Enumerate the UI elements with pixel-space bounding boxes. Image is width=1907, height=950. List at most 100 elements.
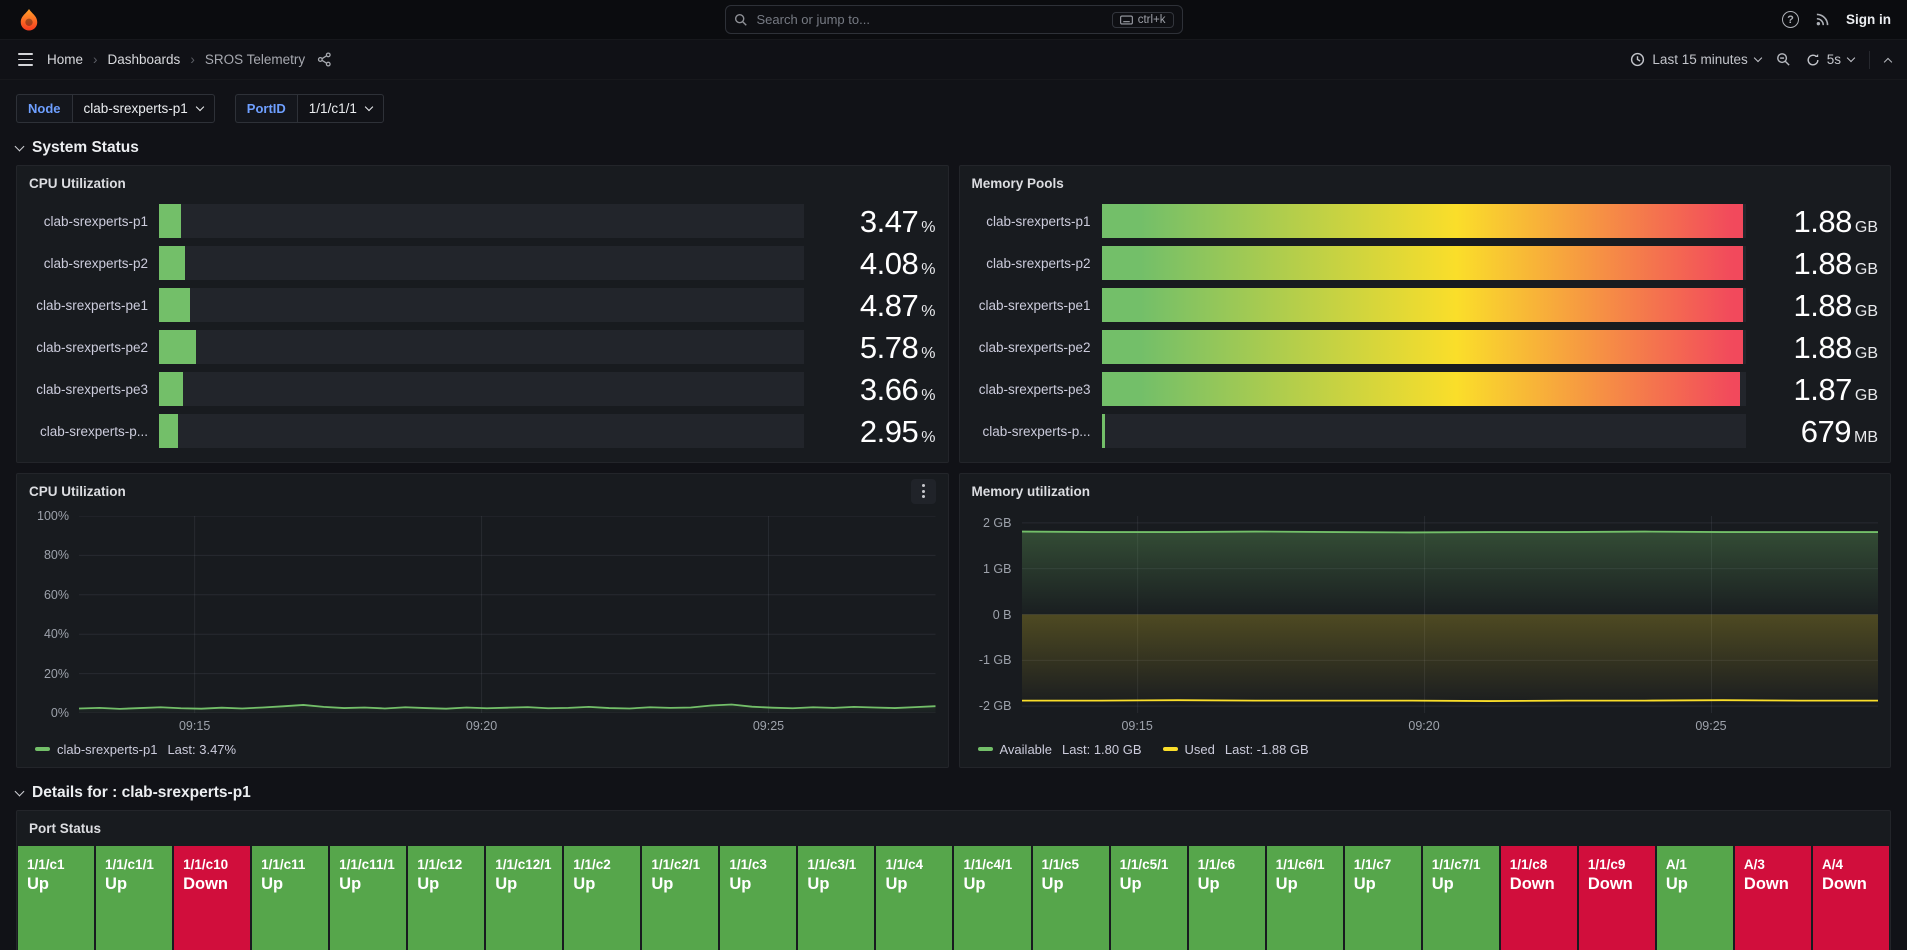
gauge-row: clab-srexperts-pe11.88GB	[972, 288, 1879, 322]
panel-title[interactable]: Memory Pools	[972, 176, 1064, 191]
variable-portid: PortID 1/1/c1/1	[235, 94, 384, 123]
chevron-down-icon	[365, 102, 373, 110]
section-details[interactable]: Details for : clab-srexperts-p1	[16, 784, 1891, 802]
news-rss-icon[interactable]	[1815, 12, 1830, 27]
port-tile: 1/1/c1Up	[18, 846, 94, 950]
gauge-row: clab-srexperts-p13.47%	[29, 204, 936, 238]
cpu-chart-y-axis: 100%80%60%40%20%0%	[29, 516, 79, 713]
panel-cpu-chart: CPU Utilization 100%80%60%40%20%0% 09:15…	[16, 473, 949, 768]
cpu-chart-legend: clab-srexperts-p1 Last: 3.47%	[29, 737, 936, 761]
gauge-row: clab-srexperts-pe33.66%	[29, 372, 936, 406]
legend-item[interactable]: Used Last: -1.88 GB	[1163, 742, 1309, 757]
help-icon[interactable]	[1782, 11, 1799, 28]
template-variables: Node clab-srexperts-p1 PortID 1/1/c1/1	[16, 94, 1891, 123]
variable-portid-label: PortID	[235, 94, 297, 123]
port-tile: 1/1/c7Up	[1345, 846, 1421, 950]
panel-title[interactable]: CPU Utilization	[29, 484, 126, 499]
legend-swatch	[35, 747, 50, 751]
port-tile: 1/1/c2Up	[564, 846, 640, 950]
port-tile: 1/1/c12Up	[408, 846, 484, 950]
panel-title[interactable]: CPU Utilization	[29, 176, 126, 191]
panel-port-status: Port Status 1/1/c1Up1/1/c1/1Up1/1/c10Dow…	[16, 810, 1891, 950]
port-tile: 1/1/c9Down	[1579, 846, 1655, 950]
chevron-down-icon	[15, 786, 25, 796]
cpu-chart-x-axis: 09:1509:2009:25	[79, 713, 936, 737]
variable-node: Node clab-srexperts-p1	[16, 94, 215, 123]
variable-portid-select[interactable]: 1/1/c1/1	[297, 94, 384, 123]
port-tile: 1/1/c11Up	[252, 846, 328, 950]
gauge-row: clab-srexperts-pe25.78%	[29, 330, 936, 364]
zoom-out-icon[interactable]	[1776, 52, 1791, 67]
port-tile: 1/1/c6/1Up	[1267, 846, 1343, 950]
breadcrumb-current: SROS Telemetry	[190, 52, 305, 67]
chevron-down-icon	[1753, 53, 1761, 61]
breadcrumb: Home Dashboards SROS Telemetry	[47, 52, 305, 67]
port-tile: A/3Down	[1735, 846, 1811, 950]
port-tile: A/1Up	[1657, 846, 1733, 950]
memory-chart-x-axis: 09:1509:2009:25	[1022, 713, 1879, 737]
gauge-row: clab-srexperts-p...2.95%	[29, 414, 936, 448]
breadcrumb-dashboards[interactable]: Dashboards	[93, 52, 180, 67]
port-tile: 1/1/c5/1Up	[1111, 846, 1187, 950]
variable-node-label: Node	[16, 94, 72, 123]
panel-cpu-gauge: CPU Utilization clab-srexperts-p13.47%cl…	[16, 165, 949, 463]
topbar-actions: Sign in	[1782, 11, 1891, 28]
port-tile: 1/1/c4Up	[876, 846, 952, 950]
gauge-row: clab-srexperts-pe21.88GB	[972, 330, 1879, 364]
panel-title[interactable]: Memory utilization	[972, 484, 1091, 499]
dashboard-content: Node clab-srexperts-p1 PortID 1/1/c1/1 S…	[0, 94, 1907, 950]
port-tile: 1/1/c7/1Up	[1423, 846, 1499, 950]
memory-gauge-rows: clab-srexperts-p11.88GB clab-srexperts-p2…	[960, 200, 1891, 462]
memory-chart-plot	[1022, 516, 1879, 713]
gauge-row: clab-srexperts-pe14.87%	[29, 288, 936, 322]
section-system-status[interactable]: System Status	[16, 139, 1891, 157]
port-tile: 1/1/c4/1Up	[954, 846, 1030, 950]
refresh-icon	[1806, 53, 1820, 67]
keyboard-icon	[1120, 15, 1133, 25]
grafana-app: ctrl+k Sign in Home Dashboards SROS Tele…	[0, 0, 1907, 950]
search-input[interactable]	[755, 11, 1105, 28]
gauge-row: clab-srexperts-p21.88GB	[972, 246, 1879, 280]
sign-in-button[interactable]: Sign in	[1846, 12, 1891, 27]
divider	[1869, 51, 1870, 69]
panel-memory-pools: Memory Pools clab-srexperts-p11.88GBclab…	[959, 165, 1892, 463]
collapse-navbar-icon[interactable]	[1885, 57, 1891, 63]
share-icon[interactable]	[317, 52, 332, 67]
breadcrumb-home[interactable]: Home	[47, 52, 83, 67]
port-tile: 1/1/c10Down	[174, 846, 250, 950]
gauge-row: clab-srexperts-p11.88GB	[972, 204, 1879, 238]
cpu-chart-svg	[79, 516, 936, 713]
chevron-down-icon	[15, 141, 25, 151]
port-tile: 1/1/c1/1Up	[96, 846, 172, 950]
row-gauges: CPU Utilization clab-srexperts-p13.47%cl…	[16, 165, 1891, 463]
port-tile: 1/1/c2/1Up	[642, 846, 718, 950]
variable-node-select[interactable]: clab-srexperts-p1	[72, 94, 215, 123]
refresh-interval-label: 5s	[1827, 52, 1841, 67]
flame-icon	[18, 8, 40, 32]
memory-chart-y-axis: 2 GB1 GB0 B-1 GB-2 GB	[972, 516, 1022, 713]
legend-item[interactable]: Available Last: 1.80 GB	[978, 742, 1142, 757]
port-tile: 1/1/c11/1Up	[330, 846, 406, 950]
grafana-logo-icon[interactable]	[16, 7, 42, 33]
panel-menu-icon[interactable]	[911, 479, 936, 504]
gauge-row: clab-srexperts-p...679MB	[972, 414, 1879, 448]
nav-bar: Home Dashboards SROS Telemetry Last 15 m…	[0, 40, 1907, 80]
menu-toggle-icon[interactable]	[16, 49, 35, 69]
search-box[interactable]: ctrl+k	[725, 5, 1183, 34]
memory-chart-svg	[1022, 516, 1879, 713]
port-tile: 1/1/c8Down	[1501, 846, 1577, 950]
panel-title[interactable]: Port Status	[29, 821, 101, 836]
refresh-picker[interactable]: 5s	[1806, 52, 1854, 67]
legend-swatch	[1163, 747, 1178, 751]
search-icon	[734, 13, 748, 27]
time-range-picker[interactable]: Last 15 minutes	[1630, 52, 1760, 67]
gauge-row: clab-srexperts-p24.08%	[29, 246, 936, 280]
dashboard-controls: Last 15 minutes 5s	[1630, 51, 1891, 69]
legend-item[interactable]: clab-srexperts-p1 Last: 3.47%	[35, 742, 236, 757]
cpu-gauge-rows: clab-srexperts-p13.47% clab-srexperts-p24…	[17, 200, 948, 462]
port-tile: 1/1/c12/1Up	[486, 846, 562, 950]
port-tile: A/4Down	[1813, 846, 1889, 950]
port-tile: 1/1/c6Up	[1189, 846, 1265, 950]
port-tile: 1/1/c5Up	[1033, 846, 1109, 950]
shortcut-chip: ctrl+k	[1112, 12, 1174, 28]
